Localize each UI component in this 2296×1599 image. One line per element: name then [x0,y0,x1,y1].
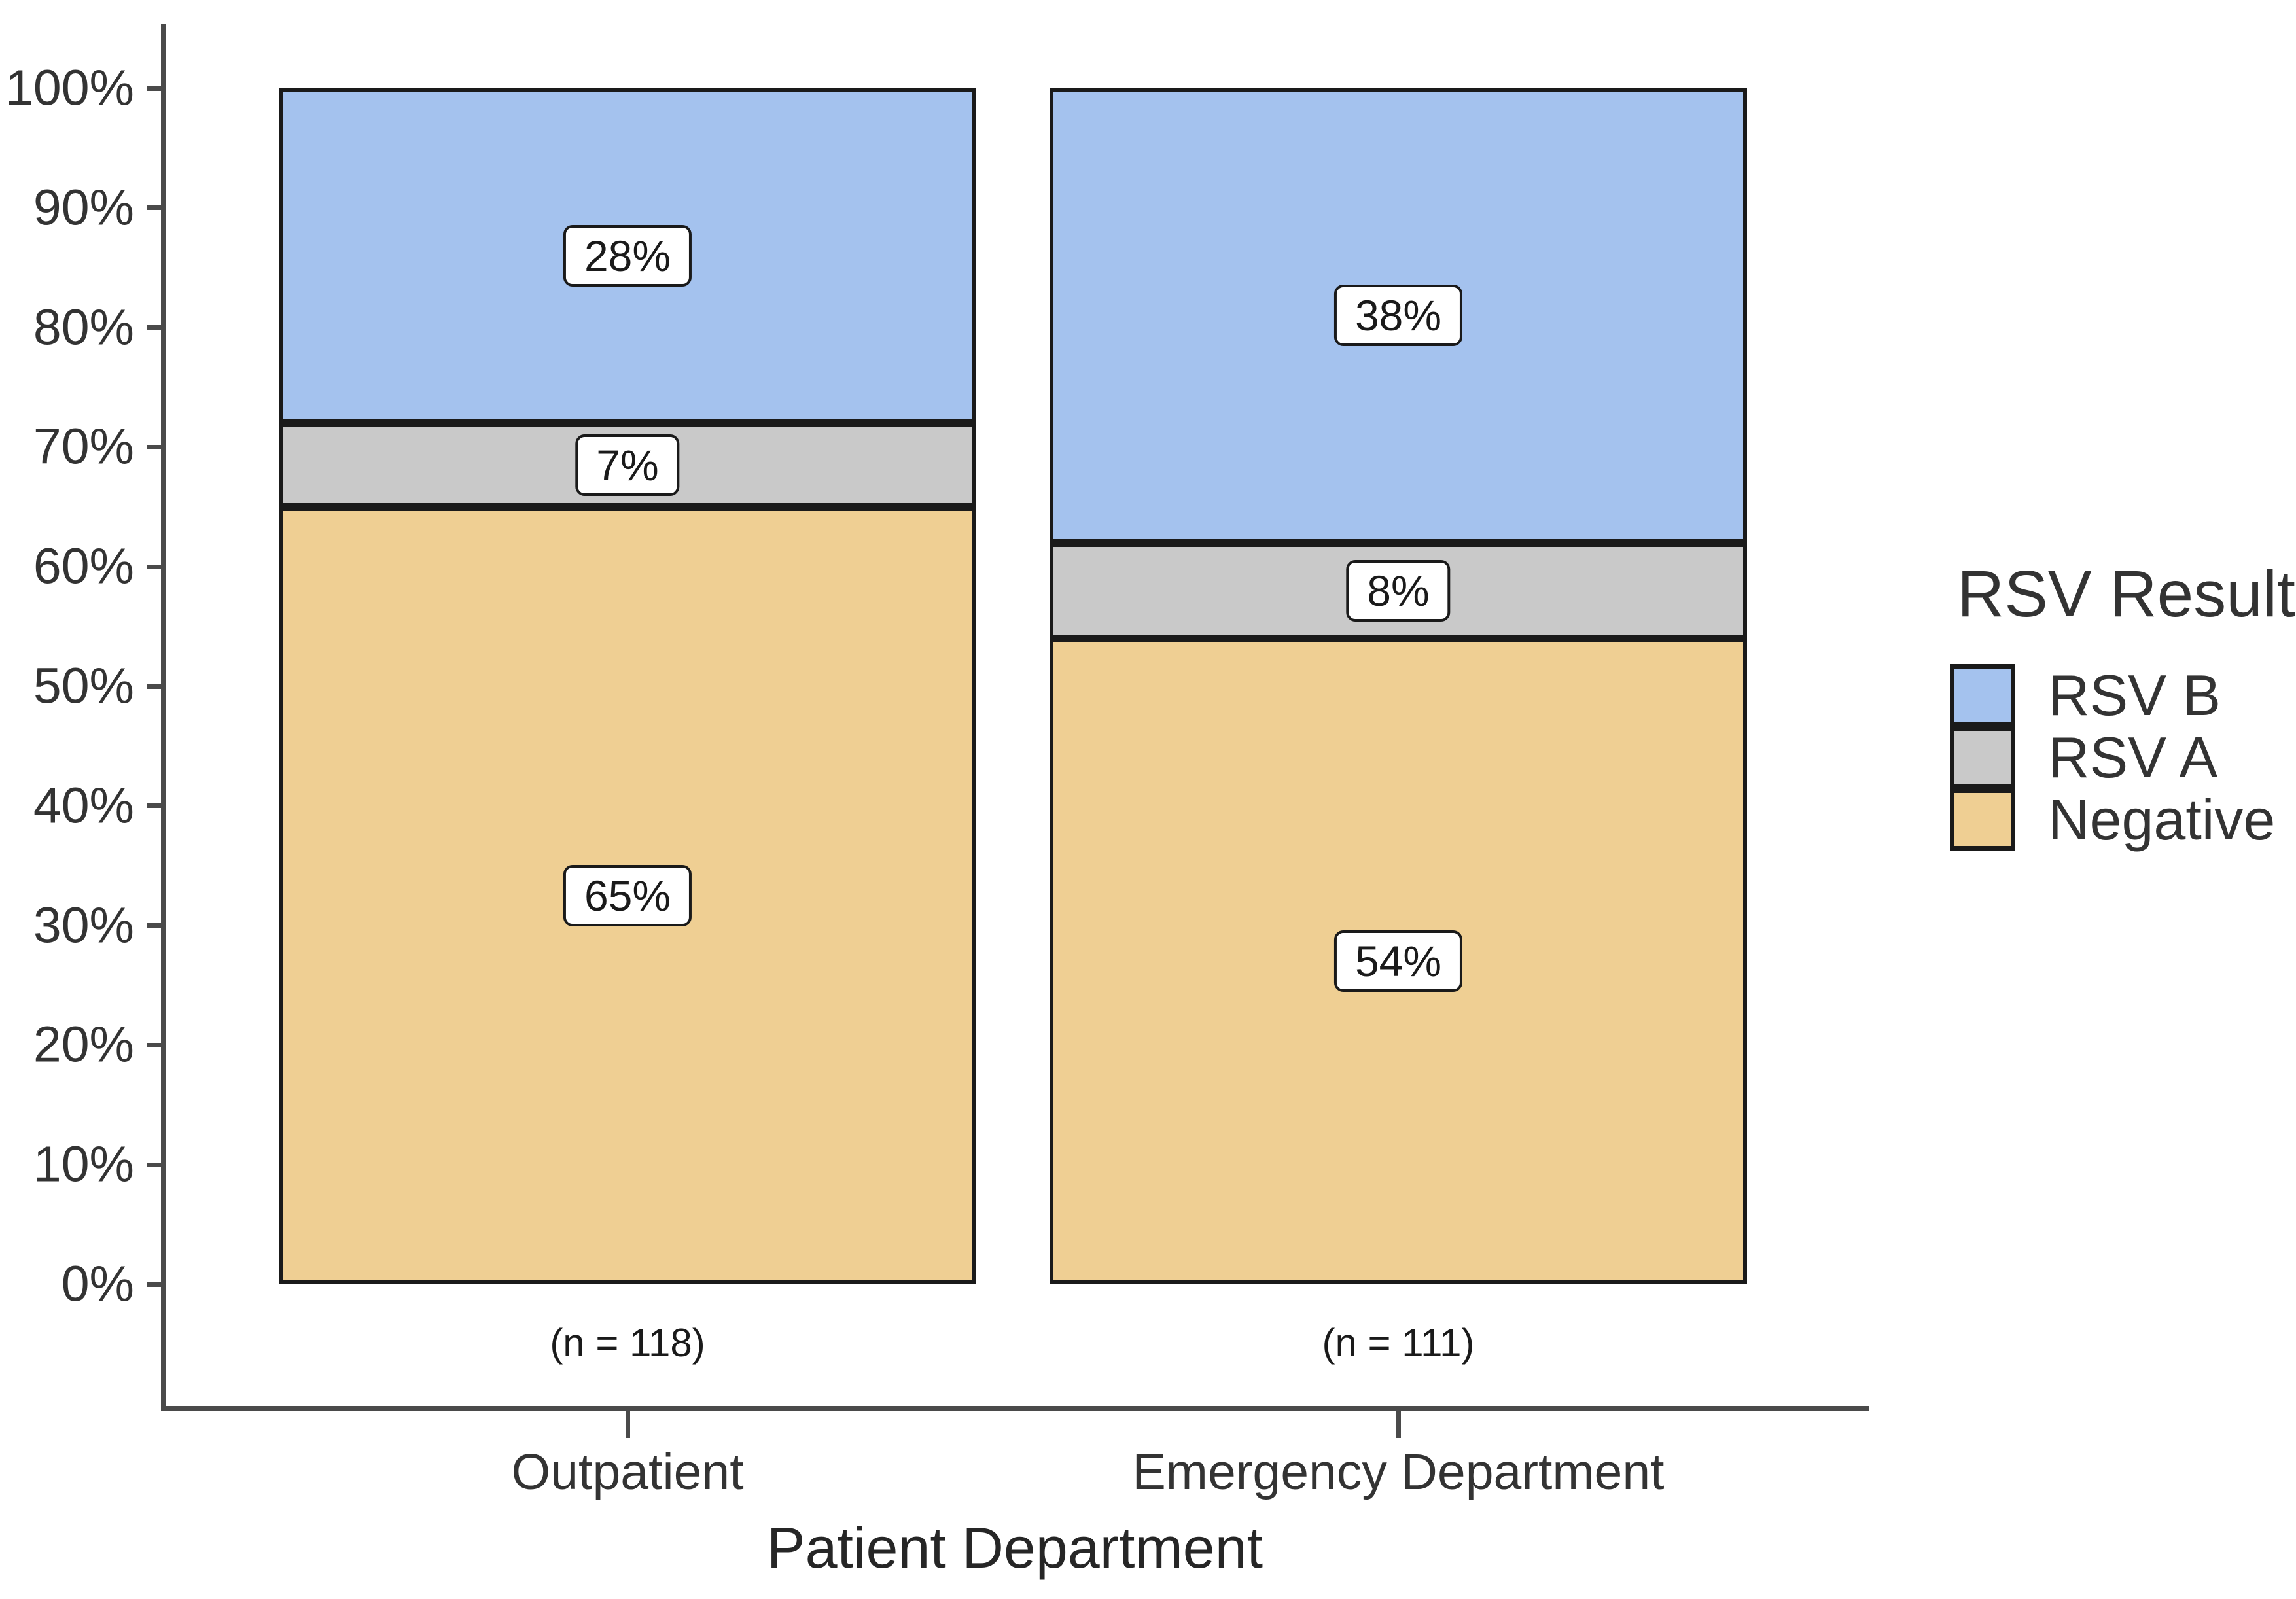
y-tick-mark [147,205,162,211]
legend-label: RSV B [2048,662,2221,728]
sample-size-label: (n = 111) [1322,1321,1475,1365]
segment-value-label: 8% [1346,559,1451,622]
sample-size-label: (n = 118) [550,1321,705,1365]
segment-value-label: 28% [563,224,692,287]
segment-value-label: 65% [563,864,692,926]
y-tick-mark [147,1162,162,1167]
category-label: Emergency Department [1132,1444,1665,1500]
y-tick-mark [147,564,162,569]
segment-value-label: 7% [575,434,680,496]
y-tick-label: 50% [33,658,134,714]
y-tick-mark [147,923,162,928]
x-tick-mark [625,1411,630,1438]
y-tick-label: 20% [33,1016,134,1073]
y-tick-mark [147,1042,162,1047]
y-tick-label: 100% [5,60,134,116]
y-tick-mark [147,444,162,449]
segment-value-label: 54% [1333,930,1463,993]
category-label: Outpatient [511,1444,744,1500]
y-tick-label: 60% [33,538,134,595]
x-axis-title: Patient Department [766,1515,1263,1580]
legend-swatch-rsv-b [1950,664,2015,726]
x-axis-line [161,1406,1869,1411]
y-tick-mark [147,684,162,689]
legend-label: RSV A [2048,724,2218,790]
legend-swatch-rsv-a [1950,726,2015,788]
legend-swatch-negative [1950,788,2015,851]
y-tick-label: 10% [33,1136,134,1193]
y-tick-mark [147,1282,162,1287]
y-tick-label: 0% [61,1256,134,1312]
y-tick-label: 90% [33,179,134,236]
y-tick-label: 70% [33,418,134,475]
y-tick-label: 40% [33,777,134,834]
legend-title: RSV Result [1957,557,2295,631]
y-tick-mark [147,325,162,330]
y-tick-mark [147,803,162,809]
segment-value-label: 38% [1333,285,1463,347]
x-tick-mark [1396,1411,1401,1438]
legend-label: Negative [2048,786,2276,852]
y-axis-line [161,24,166,1411]
y-tick-label: 80% [33,299,134,356]
y-tick-mark [147,86,162,91]
y-tick-label: 30% [33,897,134,954]
